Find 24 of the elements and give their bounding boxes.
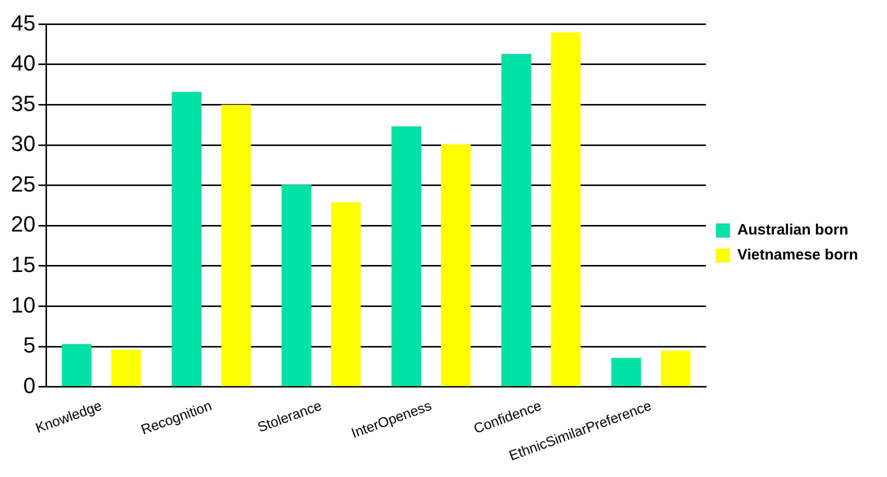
bar <box>550 32 581 386</box>
bar <box>62 344 92 386</box>
legend-label: Vietnamese born <box>737 246 858 264</box>
y-tick-label: 35 <box>10 90 36 116</box>
bar <box>611 358 642 386</box>
legend-label: Australian born <box>737 222 848 239</box>
y-tick-label: 15 <box>10 252 36 278</box>
bar <box>111 350 141 386</box>
y-tick-label: 10 <box>10 292 36 318</box>
y-tick-label: 30 <box>10 131 36 156</box>
bar <box>331 202 361 386</box>
bar <box>221 104 251 386</box>
y-tick-label: 45 <box>10 10 36 36</box>
bar <box>660 350 691 386</box>
bar <box>172 92 202 386</box>
y-tick-label: 20 <box>10 212 36 237</box>
bar <box>392 126 422 386</box>
bar <box>441 144 471 386</box>
y-tick-label: 5 <box>23 332 36 358</box>
bar <box>501 54 532 386</box>
bar <box>282 184 312 386</box>
y-tick-label: 0 <box>23 372 36 398</box>
y-tick-label: 25 <box>10 171 36 196</box>
y-tick-label: 40 <box>10 50 36 76</box>
